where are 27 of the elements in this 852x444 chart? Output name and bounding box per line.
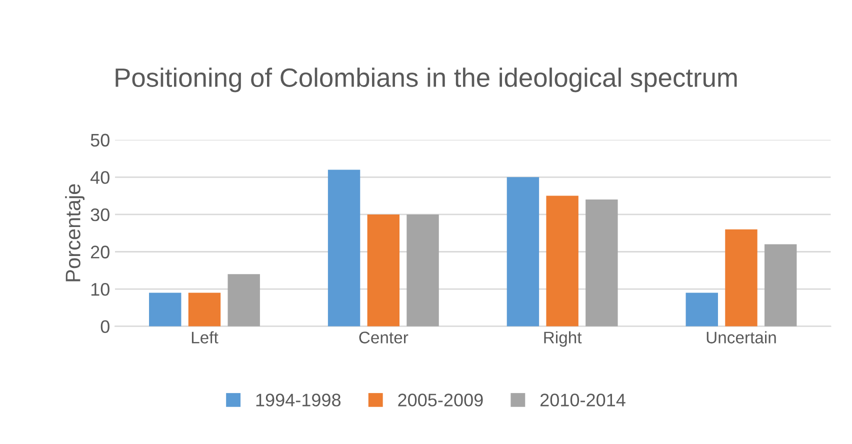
bar: [188, 292, 221, 326]
bar: [725, 229, 758, 326]
legend-label: 2005-2009: [398, 394, 483, 406]
legend-label: 1994-1998: [256, 394, 341, 406]
y-axis-title: Porcentaje: [65, 184, 85, 282]
y-tick-label: 30: [90, 208, 110, 222]
bar: [149, 292, 182, 326]
y-tick-label: 50: [90, 134, 110, 147]
y-tick-label: 0: [100, 320, 110, 334]
bar: [546, 196, 578, 326]
bar: [406, 214, 439, 326]
bar: [228, 274, 260, 326]
x-tick-label: Center: [359, 332, 408, 344]
bar: [506, 177, 540, 326]
x-tick-label: Uncertain: [706, 331, 776, 344]
bar: [764, 244, 797, 326]
legend-label: 2010-2014: [540, 394, 626, 406]
chart-title: Positioning of Colombians in the ideological spectrum: [116, 68, 737, 92]
y-tick-label: 10: [91, 282, 110, 296]
bar: [367, 214, 400, 326]
x-tick-label: Right: [544, 331, 582, 347]
y-tick-label: 20: [90, 246, 110, 258]
x-tick-label: Left: [192, 331, 218, 344]
bar: [328, 170, 360, 326]
bar: [686, 292, 718, 326]
bar: [586, 200, 618, 326]
y-tick-label: 40: [90, 171, 110, 184]
